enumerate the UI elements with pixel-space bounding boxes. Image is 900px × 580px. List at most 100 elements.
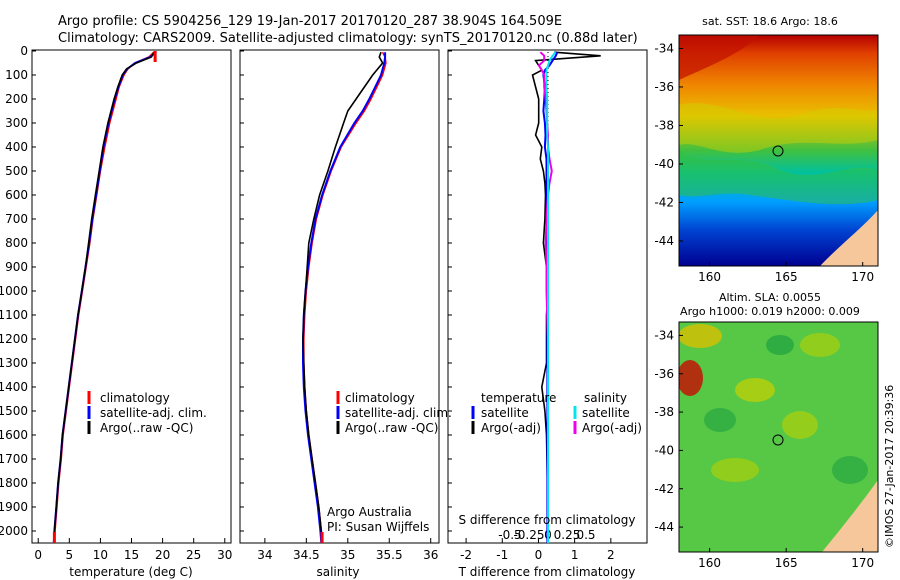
depth-tick-label: 1100	[0, 308, 28, 322]
depth-tick-label: 1000	[0, 284, 28, 298]
sla-anomaly-yellow	[782, 411, 818, 439]
lat-tick-label: -44	[654, 520, 674, 534]
sst-blob-warm	[679, 35, 760, 80]
sla-anomaly-yellow	[711, 458, 759, 482]
x-tick-label: 2	[607, 548, 615, 562]
satellite-line	[302, 52, 387, 543]
temperature-axis-ticks: 0 5 10 15 20 25 30	[34, 538, 232, 562]
legend-satellite-label: satellite-adj. clim.	[345, 406, 452, 420]
depth-tick-label: 1600	[0, 428, 28, 442]
legend-climatology-label: climatology	[345, 391, 415, 405]
sla-map-title-line1: Altim. SLA: 0.0055	[719, 291, 821, 304]
depth-tick-label: 900	[5, 260, 28, 274]
sla-map-title-line2: Argo h1000: 0.019 h2000: 0.009	[680, 305, 860, 318]
x-tick-label: -2	[460, 548, 472, 562]
satellite-line	[52, 51, 157, 543]
s-tick-label: -0.5	[498, 528, 521, 542]
salinity-profile-lines	[302, 51, 387, 543]
difference-axis-ticks: -2 -1 0 1 2-0.5-0.25 0 0.250.5	[460, 528, 615, 562]
sla-profile-marker	[772, 434, 784, 446]
lat-tick-label: -38	[654, 118, 674, 132]
sst-map-field	[679, 35, 878, 266]
depth-tick-label: 100	[5, 68, 28, 82]
figure-title-line2: Climatology: CARS2009. Satellite-adjuste…	[58, 31, 638, 46]
s-tick-label: -0.25	[513, 528, 544, 542]
lat-tick-label: -44	[654, 234, 674, 248]
annotation-argo-australia: Argo Australia	[327, 505, 412, 519]
x-tick-label: -1	[496, 548, 508, 562]
depth-tick-label: 1400	[0, 380, 28, 394]
lat-tick-label: -40	[654, 157, 674, 171]
depth-tick-label: 2000	[0, 524, 28, 538]
imos-credit: ©IMOS 27-Jan-2017 20:39:36	[883, 385, 896, 548]
sla-map-ticks: -34 -36 -38 -40 -42 -44 160 165 170	[654, 328, 874, 570]
sla-map	[679, 322, 878, 552]
depth-axis-ticks: 0 100 200 300 400 500 600 700 800 900 1000 1100 1200…	[0, 44, 452, 538]
x-tick-label: 34	[257, 548, 272, 562]
lat-tick-label: -38	[654, 405, 674, 419]
depth-tick-label: 400	[5, 140, 28, 154]
temperature-axis-label: temperature (deg C)	[69, 565, 192, 579]
x-tick-label: 30	[217, 548, 232, 562]
sla-anomaly-dark	[766, 335, 794, 355]
depth-tick-label: 500	[5, 164, 28, 178]
lon-tick-label: 165	[775, 556, 798, 570]
lon-tick-label: 170	[851, 556, 874, 570]
sla-map-field	[679, 322, 878, 552]
sla-anomaly-dark	[704, 408, 736, 432]
depth-tick-label: 1200	[0, 332, 28, 346]
lat-tick-label: -34	[654, 41, 674, 55]
sst-blob-yellow	[679, 103, 878, 153]
t-difference-axis-label: T difference from climatology	[458, 565, 636, 579]
legend-t-satellite-label: satellite	[481, 406, 529, 420]
depth-tick-label: 1900	[0, 500, 28, 514]
climatology-line	[302, 51, 387, 543]
sst-map-title: sat. SST: 18.6 Argo: 18.6	[702, 15, 838, 28]
sla-map-frame	[678, 321, 879, 553]
sla-anomaly-yellow	[679, 324, 722, 348]
argo-line	[53, 51, 155, 543]
sla-anomaly-red	[679, 360, 703, 396]
s-satellite-diff-line	[545, 51, 557, 543]
x-tick-label: 36	[423, 548, 438, 562]
temperature-panel-frame	[31, 49, 232, 544]
lat-tick-label: -34	[654, 328, 674, 342]
x-tick-label: 15	[124, 548, 139, 562]
argo-line	[302, 51, 384, 543]
sst-map	[679, 35, 878, 266]
difference-profile-lines	[531, 51, 601, 543]
depth-tick-label: 300	[5, 116, 28, 130]
legend-argo-label: Argo(..raw -QC)	[345, 421, 438, 435]
lat-tick-label: -42	[654, 195, 674, 209]
depth-tick-label: 800	[5, 236, 28, 250]
lon-tick-label: 170	[851, 270, 874, 284]
climatology-line	[53, 51, 155, 543]
temperature-legend: climatology satellite-adj. clim. Argo(..…	[87, 391, 207, 435]
sla-anomaly-yellow	[735, 378, 775, 402]
t-argo-diff-line	[531, 51, 601, 543]
s-difference-axis-label: S difference from climatology	[459, 513, 636, 527]
depth-tick-label: 1800	[0, 476, 28, 490]
temperature-profile-lines	[52, 51, 157, 543]
x-tick-label: 35	[340, 548, 355, 562]
lon-tick-label: 165	[775, 270, 798, 284]
lat-tick-label: -40	[654, 443, 674, 457]
legend-argo-label: Argo(..raw -QC)	[100, 421, 193, 435]
legend-salinity-header: salinity	[584, 391, 627, 405]
annotation-pi-name: PI: Susan Wijffels	[327, 520, 429, 534]
sst-map-ticks: -34 -36 -38 -40 -42 -44 160 165 170	[654, 41, 874, 284]
salinity-axis-label: salinity	[316, 565, 359, 579]
x-tick-label: 34.5	[293, 548, 320, 562]
sst-map-frame	[678, 34, 879, 267]
x-tick-label: 10	[93, 548, 108, 562]
salinity-legend: climatology satellite-adj. clim. Argo(..…	[336, 391, 452, 435]
sla-anomaly-dark	[832, 456, 868, 484]
depth-tick-label: 1700	[0, 452, 28, 466]
salinity-axis-ticks: 34 34.5 35 35.5 36	[257, 538, 438, 562]
legend-t-argo-label: Argo(-adj)	[481, 421, 541, 435]
legend-s-argo-label: Argo(-adj)	[582, 421, 642, 435]
sst-profile-marker	[772, 145, 784, 157]
x-tick-label: 1	[571, 548, 579, 562]
legend-climatology-label: climatology	[100, 391, 170, 405]
